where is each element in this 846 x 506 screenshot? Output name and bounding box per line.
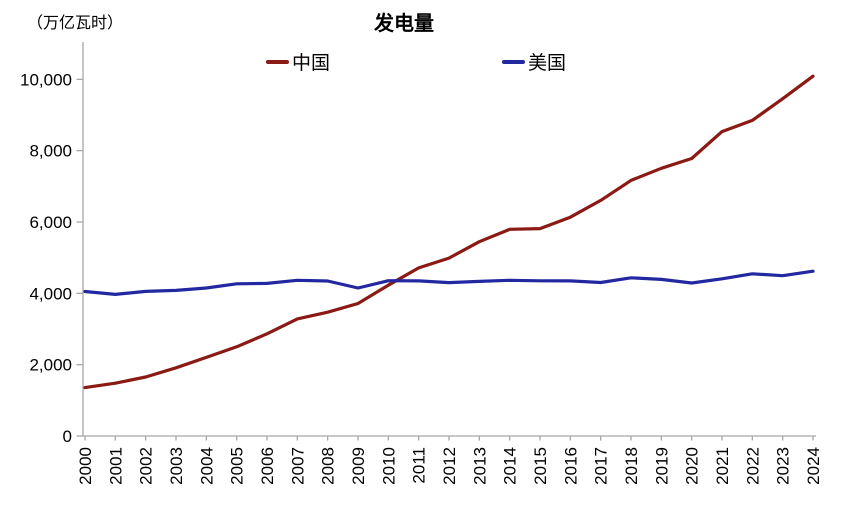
x-tick-label: 2017: [592, 447, 611, 485]
x-tick-label: 2002: [137, 447, 156, 485]
x-tick-label: 2007: [288, 447, 307, 485]
x-tick-label: 2011: [410, 447, 429, 484]
x-tick-label: 2013: [470, 447, 489, 485]
china-line-swatch-icon: [266, 59, 289, 64]
x-tick-label: 2006: [258, 447, 277, 485]
x-tick-label: 2015: [531, 447, 550, 485]
legend-item-us: 美国: [502, 48, 566, 75]
x-tick-label: 2014: [501, 447, 520, 485]
x-tick-label: 2019: [652, 447, 671, 485]
y-tick-label: 2,000: [29, 356, 72, 375]
y-tick-label: 10,000: [20, 70, 72, 89]
x-tick-label: 2020: [683, 447, 702, 485]
legend-label-us: 美国: [528, 53, 567, 74]
x-tick-label: 2022: [743, 447, 762, 485]
x-tick-label: 2005: [228, 447, 247, 485]
legend-item-china: 中国: [266, 48, 330, 75]
us-line-swatch-icon: [502, 59, 525, 64]
chart-title: 发电量: [374, 13, 434, 35]
x-tick-label: 2003: [167, 447, 186, 485]
x-tick-label: 2021: [713, 447, 732, 485]
x-tick-label: 2000: [76, 447, 95, 485]
china-series-line: [83, 74, 815, 390]
x-tick-label: 2008: [319, 447, 338, 485]
x-tick-label: 2018: [622, 447, 641, 485]
x-tick-label: 2016: [561, 447, 580, 485]
legend-label-china: 中国: [292, 53, 331, 74]
x-tick-label: 2010: [379, 447, 398, 485]
y-axis-unit-label: （万亿瓦时）: [27, 15, 124, 32]
us-series-line: [83, 269, 815, 296]
y-tick-label: 6,000: [29, 213, 72, 232]
x-tick-label: 2009: [349, 447, 368, 485]
x-tick-label: 2004: [197, 447, 216, 485]
x-tick-label: 2001: [106, 447, 125, 485]
legend: 中国 美国: [0, 48, 846, 74]
x-tick-label: 2024: [804, 447, 823, 485]
y-tick-label: 8,000: [29, 142, 72, 161]
x-tick-label: 2023: [774, 447, 793, 485]
y-tick-label: 0: [63, 427, 72, 446]
y-tick-label: 4,000: [29, 284, 72, 303]
x-tick-label: 2012: [440, 447, 459, 485]
